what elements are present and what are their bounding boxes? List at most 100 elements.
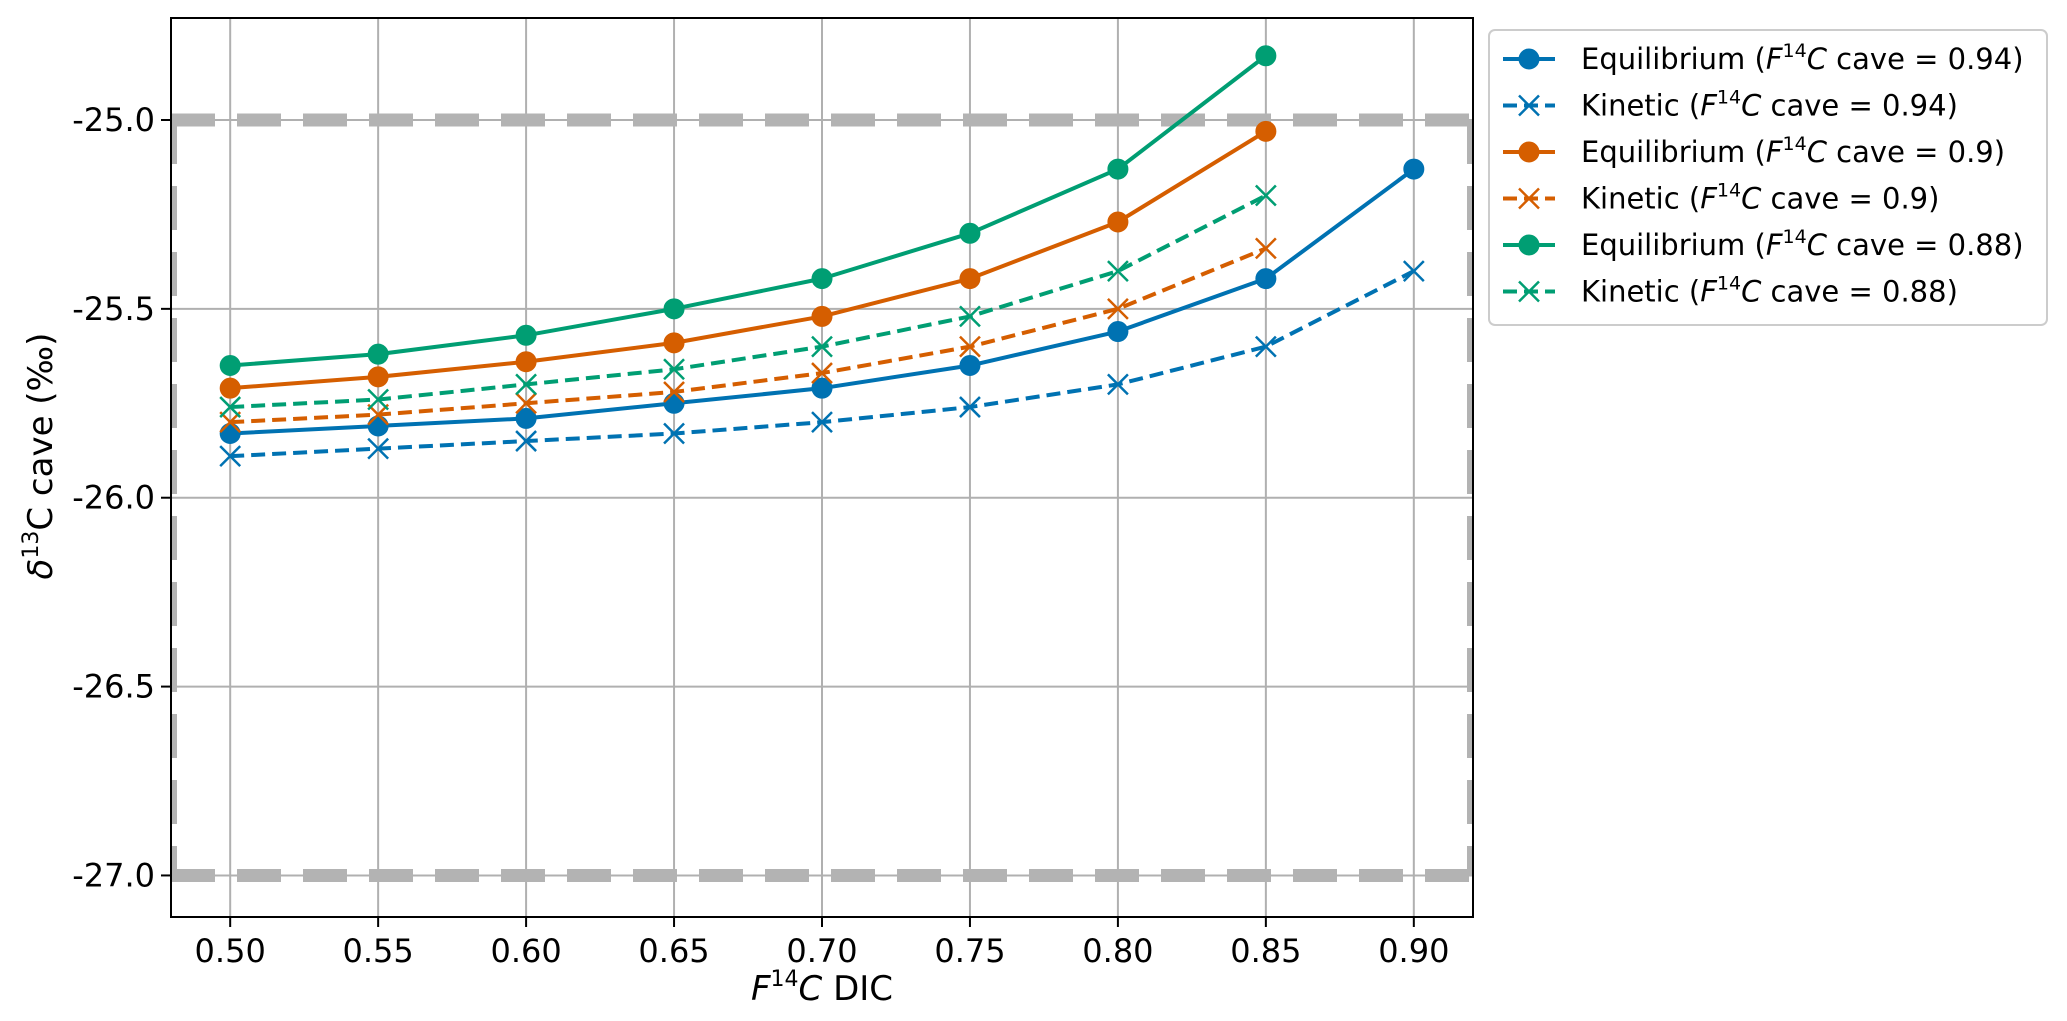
series-line <box>230 54 1268 368</box>
legend-label-prefix: Kinetic ( <box>1581 89 1700 123</box>
y-axis-label-rest: C cave (‰) <box>21 333 61 531</box>
legend-label-sup: 14 <box>1717 273 1741 295</box>
data-point <box>1107 297 1129 320</box>
data-point <box>959 396 981 418</box>
data-point-stroke <box>367 403 390 426</box>
legend-label-var2: C <box>1741 275 1762 309</box>
data-point <box>1403 158 1425 180</box>
data-point-stroke <box>1254 184 1277 207</box>
x-tick-label: 0.70 <box>786 932 857 970</box>
x-tick-label: 0.50 <box>195 932 266 970</box>
data-point <box>811 362 833 384</box>
legend-label-var: F <box>1700 275 1718 309</box>
data-point <box>367 403 390 426</box>
data-point <box>515 392 537 415</box>
data-point <box>811 305 833 327</box>
series-kinetic-3 <box>219 237 1277 434</box>
data-point <box>367 388 390 411</box>
legend-label-prefix: Kinetic ( <box>1581 182 1700 216</box>
legend-label: Equilibrium (F14C cave = 0.94) <box>1581 40 2024 76</box>
data-point <box>515 351 537 373</box>
x-axis-label: F14C DIC <box>751 967 893 1009</box>
data-point <box>663 381 685 403</box>
data-point <box>219 445 242 468</box>
data-point <box>515 324 537 346</box>
data-point <box>1255 268 1277 290</box>
series-equilibrium-0 <box>219 158 1425 445</box>
legend-swatch-marker <box>1518 48 1540 70</box>
data-point <box>1107 211 1129 233</box>
legend-item: Equilibrium (F14C cave = 0.88) <box>1503 226 2024 262</box>
data-point <box>811 411 833 434</box>
data-point-stroke <box>811 411 833 434</box>
data-point <box>663 392 685 414</box>
data-point <box>663 422 685 445</box>
series-line <box>230 193 1267 410</box>
legend-label-var2: C <box>1807 42 1828 76</box>
x-tick-label: 0.85 <box>1230 932 1301 970</box>
data-point-stroke <box>811 362 833 384</box>
series-line <box>230 129 1267 391</box>
data-point <box>663 298 685 320</box>
legend-label-prefix: Equilibrium ( <box>1581 42 1766 76</box>
data-point <box>515 407 537 429</box>
legend-label-suffix: cave = 0.9) <box>1827 135 2005 169</box>
legend-label-suffix: cave = 0.9) <box>1761 182 1939 216</box>
data-point <box>219 396 242 418</box>
series-line <box>230 246 1267 425</box>
data-point-stroke <box>367 437 390 460</box>
data-point <box>219 423 241 445</box>
legend-label-sup: 14 <box>1783 40 1807 62</box>
y-tick-label: -25.5 <box>72 290 155 328</box>
legend-swatch-marker <box>1518 280 1540 303</box>
x-axis-label-rest: DIC <box>822 969 893 1009</box>
data-point <box>663 332 685 354</box>
data-point-stroke <box>663 358 685 381</box>
y-tick-label: -26.0 <box>72 479 155 517</box>
data-point <box>367 415 389 437</box>
legend-item: Kinetic (F14C cave = 0.88) <box>1503 273 1958 309</box>
data-point-stroke <box>515 373 537 396</box>
data-point-stroke <box>1107 297 1129 320</box>
x-tick-label: 0.90 <box>1378 932 1449 970</box>
legend-label-suffix: cave = 0.88) <box>1827 228 2024 262</box>
legend-label-var: F <box>1766 135 1784 169</box>
x-axis-label-var2: C <box>799 969 823 1009</box>
data-point <box>367 343 389 365</box>
legend-label: Equilibrium (F14C cave = 0.88) <box>1581 226 2024 262</box>
data-point <box>959 268 981 290</box>
legend-swatch-marker <box>1518 94 1540 117</box>
y-axis-label-pre: δ <box>21 559 61 580</box>
legend-label-var: F <box>1766 42 1784 76</box>
x-tick-label: 0.75 <box>934 932 1005 970</box>
data-point-stroke <box>219 396 242 418</box>
series-layer <box>219 45 1425 468</box>
data-point <box>1107 158 1129 180</box>
data-point-stroke <box>811 335 833 358</box>
data-point-stroke <box>515 392 537 415</box>
data-point-stroke <box>663 422 685 445</box>
legend-swatch-marker <box>1518 234 1540 256</box>
legend-label-suffix: cave = 0.94) <box>1827 42 2024 76</box>
x-tick-label: 0.80 <box>1082 932 1153 970</box>
data-point-stroke <box>1107 373 1129 396</box>
data-point-stroke <box>959 305 981 328</box>
x-tick-label: 0.60 <box>490 932 561 970</box>
data-point <box>1254 184 1277 207</box>
data-point <box>367 366 389 388</box>
legend-label-sup: 14 <box>1783 133 1807 155</box>
data-point <box>811 335 833 358</box>
legend-box <box>1488 29 2048 326</box>
legend-label: Equilibrium (F14C cave = 0.9) <box>1581 133 2005 169</box>
data-point <box>1254 335 1277 358</box>
series-equilibrium-4 <box>219 45 1277 377</box>
data-point-stroke <box>515 430 537 452</box>
legend-label-var2: C <box>1741 182 1762 216</box>
legend-swatch-marker-stroke <box>1518 187 1540 210</box>
data-point <box>1255 120 1277 142</box>
data-point-stroke <box>1402 260 1425 282</box>
data-point <box>367 437 390 460</box>
data-point <box>1402 260 1425 282</box>
data-point <box>959 222 981 244</box>
reference-box <box>171 113 1473 882</box>
